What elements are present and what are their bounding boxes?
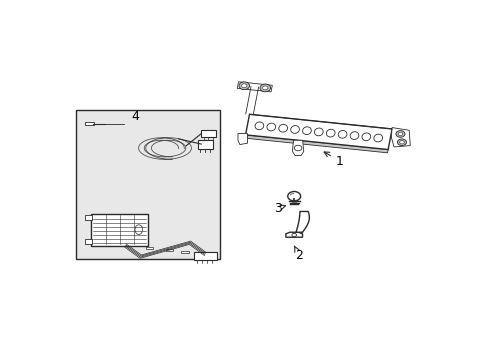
Polygon shape bbox=[292, 140, 303, 156]
Polygon shape bbox=[285, 232, 302, 237]
Circle shape bbox=[395, 131, 404, 137]
Bar bbox=[76, 110, 220, 260]
Circle shape bbox=[397, 139, 406, 145]
Bar bbox=[165, 249, 173, 251]
Polygon shape bbox=[296, 211, 309, 232]
Polygon shape bbox=[245, 114, 391, 149]
Ellipse shape bbox=[349, 132, 358, 139]
Ellipse shape bbox=[302, 127, 311, 135]
Text: 4: 4 bbox=[131, 110, 139, 123]
Bar bbox=[84, 239, 92, 244]
Circle shape bbox=[397, 132, 402, 136]
Circle shape bbox=[287, 192, 300, 201]
Circle shape bbox=[239, 82, 249, 90]
Ellipse shape bbox=[266, 123, 275, 131]
Ellipse shape bbox=[325, 129, 334, 137]
Circle shape bbox=[241, 84, 246, 88]
Ellipse shape bbox=[314, 128, 323, 136]
Circle shape bbox=[294, 145, 301, 151]
Ellipse shape bbox=[255, 122, 263, 130]
Text: 1: 1 bbox=[324, 152, 343, 167]
Text: 2: 2 bbox=[294, 246, 303, 262]
Ellipse shape bbox=[290, 126, 299, 133]
Bar bbox=[181, 251, 189, 253]
Bar bbox=[85, 122, 94, 125]
Bar bbox=[84, 215, 92, 220]
Ellipse shape bbox=[278, 124, 287, 132]
Circle shape bbox=[399, 141, 404, 144]
Circle shape bbox=[262, 86, 267, 90]
Polygon shape bbox=[390, 127, 409, 147]
Ellipse shape bbox=[361, 133, 370, 141]
Polygon shape bbox=[237, 82, 272, 92]
Text: 3: 3 bbox=[273, 202, 285, 215]
Polygon shape bbox=[238, 134, 247, 145]
Bar bbox=[201, 130, 215, 138]
Bar bbox=[145, 247, 153, 249]
Circle shape bbox=[291, 233, 296, 237]
Bar bbox=[193, 252, 216, 260]
Ellipse shape bbox=[338, 130, 346, 138]
Ellipse shape bbox=[135, 225, 142, 234]
Polygon shape bbox=[244, 135, 387, 153]
Bar bbox=[197, 140, 213, 149]
Bar bbox=[91, 214, 148, 246]
Ellipse shape bbox=[373, 134, 382, 142]
Circle shape bbox=[260, 84, 270, 92]
